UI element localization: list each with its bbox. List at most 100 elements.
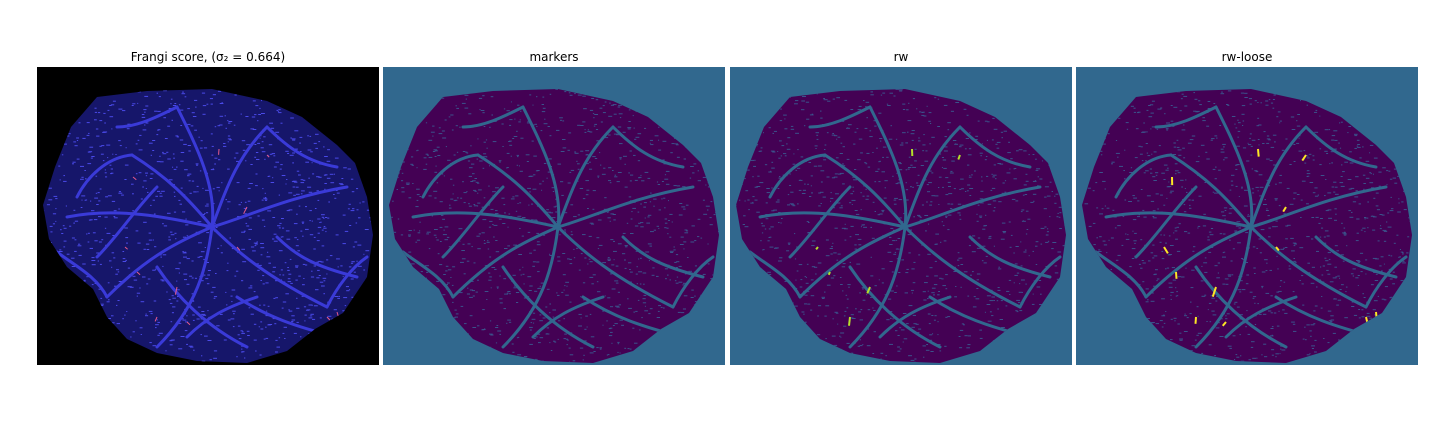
- texture-speck: [191, 260, 194, 262]
- texture-speck: [206, 203, 209, 205]
- texture-speck: [93, 219, 98, 221]
- texture-speck: [434, 229, 438, 230]
- texture-speck: [774, 247, 779, 249]
- texture-speck: [1302, 304, 1305, 306]
- texture-speck: [319, 317, 322, 319]
- texture-speck: [171, 119, 173, 121]
- texture-speck: [503, 108, 506, 110]
- panel-rw-loose: rw-loose: [1076, 50, 1418, 366]
- texture-speck: [137, 139, 140, 141]
- texture-speck: [466, 191, 468, 193]
- texture-speck: [96, 204, 99, 205]
- texture-speck: [456, 107, 459, 109]
- texture-speck: [1321, 227, 1324, 229]
- vessel: [878, 295, 952, 339]
- texture-speck: [303, 306, 307, 308]
- texture-speck: [206, 103, 209, 105]
- texture-speck: [98, 216, 101, 218]
- texture-speck: [881, 268, 885, 270]
- texture-speck: [132, 275, 136, 277]
- texture-speck: [163, 90, 167, 92]
- texture-speck: [1398, 202, 1400, 204]
- texture-speck: [561, 291, 564, 293]
- texture-speck: [967, 344, 971, 346]
- texture-speck: [652, 267, 655, 269]
- texture-speck: [890, 125, 892, 127]
- texture-speck: [336, 258, 340, 260]
- texture-speck: [156, 92, 158, 94]
- texture-speck: [325, 217, 328, 218]
- texture-speck: [674, 143, 678, 145]
- texture-speck: [577, 163, 580, 165]
- texture-speck: [504, 248, 508, 249]
- texture-speck: [1285, 225, 1289, 227]
- texture-speck: [648, 313, 651, 315]
- texture-speck: [460, 261, 464, 263]
- texture-speck: [545, 333, 550, 335]
- texture-speck: [463, 192, 467, 194]
- texture-speck: [1013, 178, 1017, 180]
- texture-speck: [624, 267, 627, 269]
- texture-speck: [806, 118, 810, 120]
- texture-speck: [216, 186, 220, 188]
- texture-speck: [928, 170, 932, 172]
- texture-speck: [507, 319, 511, 321]
- texture-speck: [649, 139, 653, 141]
- texture-speck: [203, 258, 205, 260]
- texture-speck: [673, 185, 677, 187]
- texture-speck: [261, 100, 262, 102]
- texture-speck: [846, 158, 850, 160]
- texture-speck: [861, 287, 865, 289]
- texture-speck: [494, 268, 497, 270]
- texture-speck: [894, 251, 897, 253]
- texture-speck: [976, 220, 979, 222]
- texture-speck: [272, 238, 275, 240]
- texture-speck: [969, 195, 972, 196]
- texture-speck: [295, 279, 298, 281]
- texture-speck: [349, 225, 352, 226]
- texture-speck: [1166, 129, 1169, 131]
- texture-speck: [1309, 182, 1314, 183]
- texture-speck: [180, 160, 184, 162]
- texture-speck: [124, 227, 128, 229]
- texture-speck: [552, 191, 555, 192]
- texture-speck: [981, 260, 984, 262]
- vessel: [411, 211, 560, 229]
- texture-speck: [907, 120, 912, 122]
- texture-speck: [444, 226, 449, 228]
- texture-speck: [697, 218, 701, 220]
- texture-speck: [957, 212, 961, 214]
- texture-speck: [763, 249, 765, 251]
- texture-speck: [431, 215, 433, 217]
- texture-speck: [74, 220, 79, 222]
- texture-speck: [108, 299, 110, 301]
- texture-speck: [91, 156, 95, 157]
- texture-speck: [967, 295, 970, 297]
- texture-speck: [583, 299, 586, 301]
- texture-speck: [890, 227, 894, 229]
- texture-speck: [1337, 275, 1340, 277]
- texture-speck: [447, 159, 451, 161]
- texture-speck: [647, 243, 652, 245]
- texture-speck: [1238, 227, 1241, 229]
- texture-speck: [591, 98, 595, 99]
- texture-speck: [97, 192, 100, 194]
- texture-speck: [157, 334, 160, 336]
- texture-speck: [1268, 99, 1271, 101]
- texture-speck: [323, 226, 326, 227]
- texture-speck: [502, 223, 506, 224]
- texture-speck: [613, 259, 615, 261]
- texture-speck: [357, 244, 362, 246]
- texture-speck: [823, 98, 825, 99]
- texture-speck: [882, 156, 884, 158]
- texture-speck: [187, 108, 190, 110]
- texture-speck: [1047, 228, 1049, 230]
- texture-speck: [416, 188, 420, 190]
- texture-speck: [231, 301, 233, 303]
- texture-speck: [434, 197, 437, 199]
- texture-speck: [650, 192, 652, 194]
- texture-speck: [1193, 110, 1197, 112]
- texture-speck: [201, 360, 206, 362]
- texture-speck: [664, 218, 668, 220]
- texture-speck: [89, 146, 94, 148]
